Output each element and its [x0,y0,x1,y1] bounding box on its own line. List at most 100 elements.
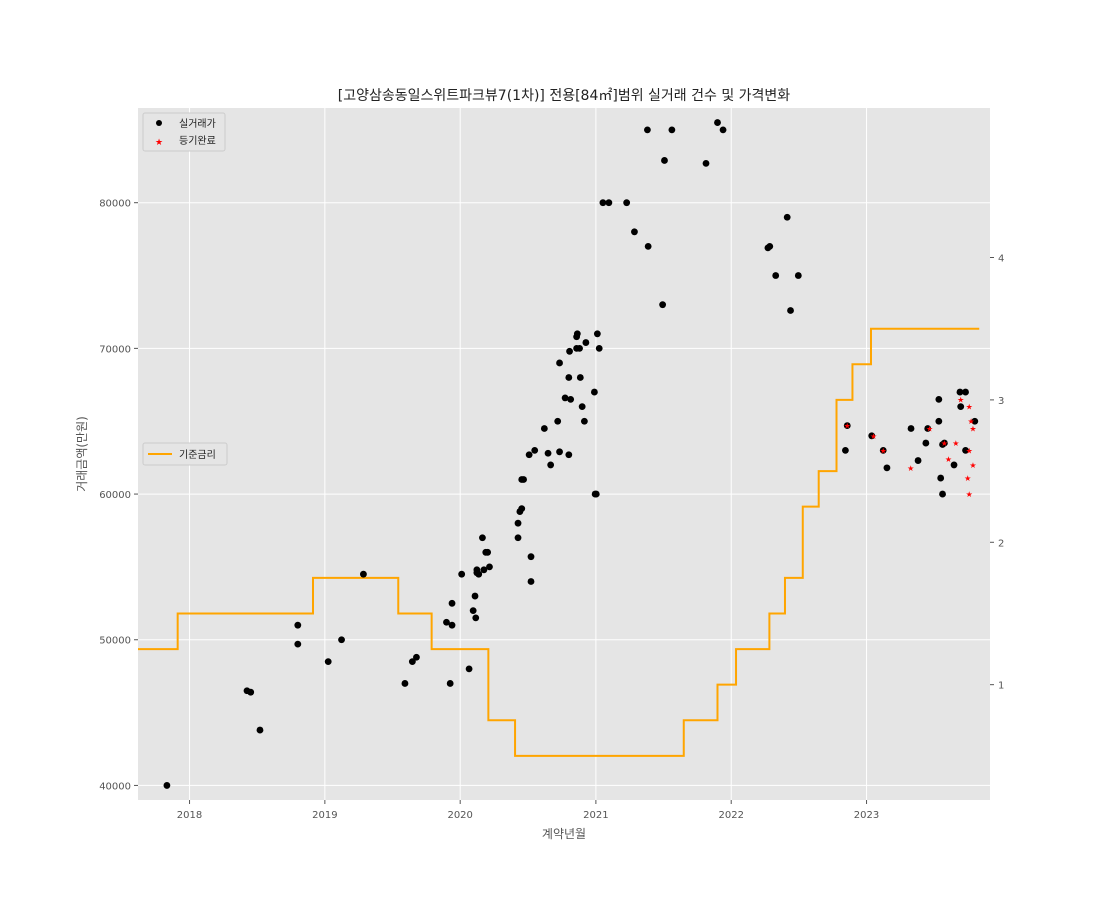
transaction-point [924,425,932,432]
x-tick-label: 2023 [854,810,879,821]
transaction-point [957,403,965,411]
chart-title: [고양삼송동일스위트파크뷰7(1차)] 전용[84㎡]범위 실거래 건수 및 가… [338,88,791,104]
x-tick-label: 2019 [312,810,337,821]
registered-point: ★ [870,432,877,441]
transaction-point [247,688,255,696]
y-tick-label: 50000 [99,636,131,647]
transaction-point [794,272,802,279]
x-axis-label: 계약년월 [542,826,586,841]
transaction-point [448,599,456,607]
transaction-point [527,553,535,561]
transaction-point [591,388,598,396]
transaction-point [256,726,264,734]
registered-point: ★ [844,422,851,431]
transaction-point [661,157,668,164]
plot-background [138,108,990,800]
registered-point: ★ [969,461,976,470]
transaction-point [956,388,964,396]
transaction-point [567,395,575,403]
transaction-point [883,464,891,472]
transaction-point [843,422,851,429]
transaction-point [922,439,930,447]
transaction-point [514,534,522,542]
transaction-point [401,680,409,687]
transaction-point [540,425,548,432]
transaction-point [659,301,667,309]
y-tick-label: 70000 [99,344,131,355]
transaction-point [668,126,676,134]
registered-point: ★ [907,464,914,473]
transaction-point [480,566,488,574]
transaction-point [599,199,607,207]
registered-point: ★ [945,455,952,464]
registered-point: ★ [966,403,973,412]
y-tick-label: 80000 [99,199,131,210]
transaction-point [939,490,946,498]
transaction-point [714,119,721,126]
transaction-point [525,451,533,459]
transaction-point [566,347,573,355]
transaction-point [962,446,969,454]
transaction-point [914,457,922,464]
y2-tick-label: 3 [998,396,1004,407]
transaction-point [937,474,945,482]
transaction-point [935,395,943,403]
transaction-point [520,476,527,483]
transaction-point [595,344,603,352]
series-legend: 실거래가 ★ 등기완료 [142,112,226,152]
transaction-point [623,199,631,207]
transaction-point [719,126,727,134]
registered-point: ★ [926,425,933,434]
y2-tick-label: 4 [998,254,1004,265]
x-tick-label: 2021 [583,810,608,821]
legend-marker-registered: ★ [155,138,163,148]
legend-marker-transaction [156,120,162,126]
rate-legend: 기준금리 [142,442,228,466]
x-tick-label: 2018 [177,810,202,821]
y2-tick-label: 1 [998,681,1004,692]
transaction-point [294,640,302,648]
transaction-point [783,213,791,221]
transaction-point [573,330,581,338]
transaction-point [446,680,454,687]
transaction-point [644,126,651,134]
transaction-point [561,394,569,402]
transaction-point [565,374,573,381]
y-tick-label: 40000 [99,781,131,792]
transaction-point [940,439,948,447]
y-tick-label: 60000 [99,490,131,501]
transaction-point [408,658,416,665]
x-tick-label: 2022 [718,810,743,821]
transaction-point [556,359,563,367]
legend-label-transaction: 실거래가 [179,118,216,130]
registered-point: ★ [969,425,976,434]
data-points: ★★★★★★★★★★★★★★★★ [163,119,979,789]
transaction-point [469,607,477,615]
transaction-point [772,272,780,279]
transaction-point [605,199,613,207]
ticks: 2018 2019 2020 2021 2022 2023 40000 50000 60000 7… [99,199,1004,821]
registered-point: ★ [968,417,975,426]
transaction-point [950,461,958,469]
registered-point: ★ [952,439,959,448]
transaction-point [554,417,562,425]
transaction-point [578,403,586,411]
legend-label-registered: 등기완료 [179,135,216,147]
transaction-point [644,243,652,250]
rate-step-line [138,327,980,757]
rate-line [138,327,980,757]
series-legend-box [142,112,226,152]
transaction-point [472,614,480,622]
registered-point: ★ [966,490,973,499]
x-tick-label: 2020 [447,810,472,821]
transaction-point [475,570,483,578]
transaction-point [518,505,526,513]
transaction-point [582,339,590,346]
transaction-point [547,461,555,469]
rate-legend-box [142,442,228,466]
transaction-point [565,451,573,459]
transaction-point [531,446,539,454]
registered-point: ★ [964,474,971,483]
y2-tick-label: 2 [998,538,1004,549]
